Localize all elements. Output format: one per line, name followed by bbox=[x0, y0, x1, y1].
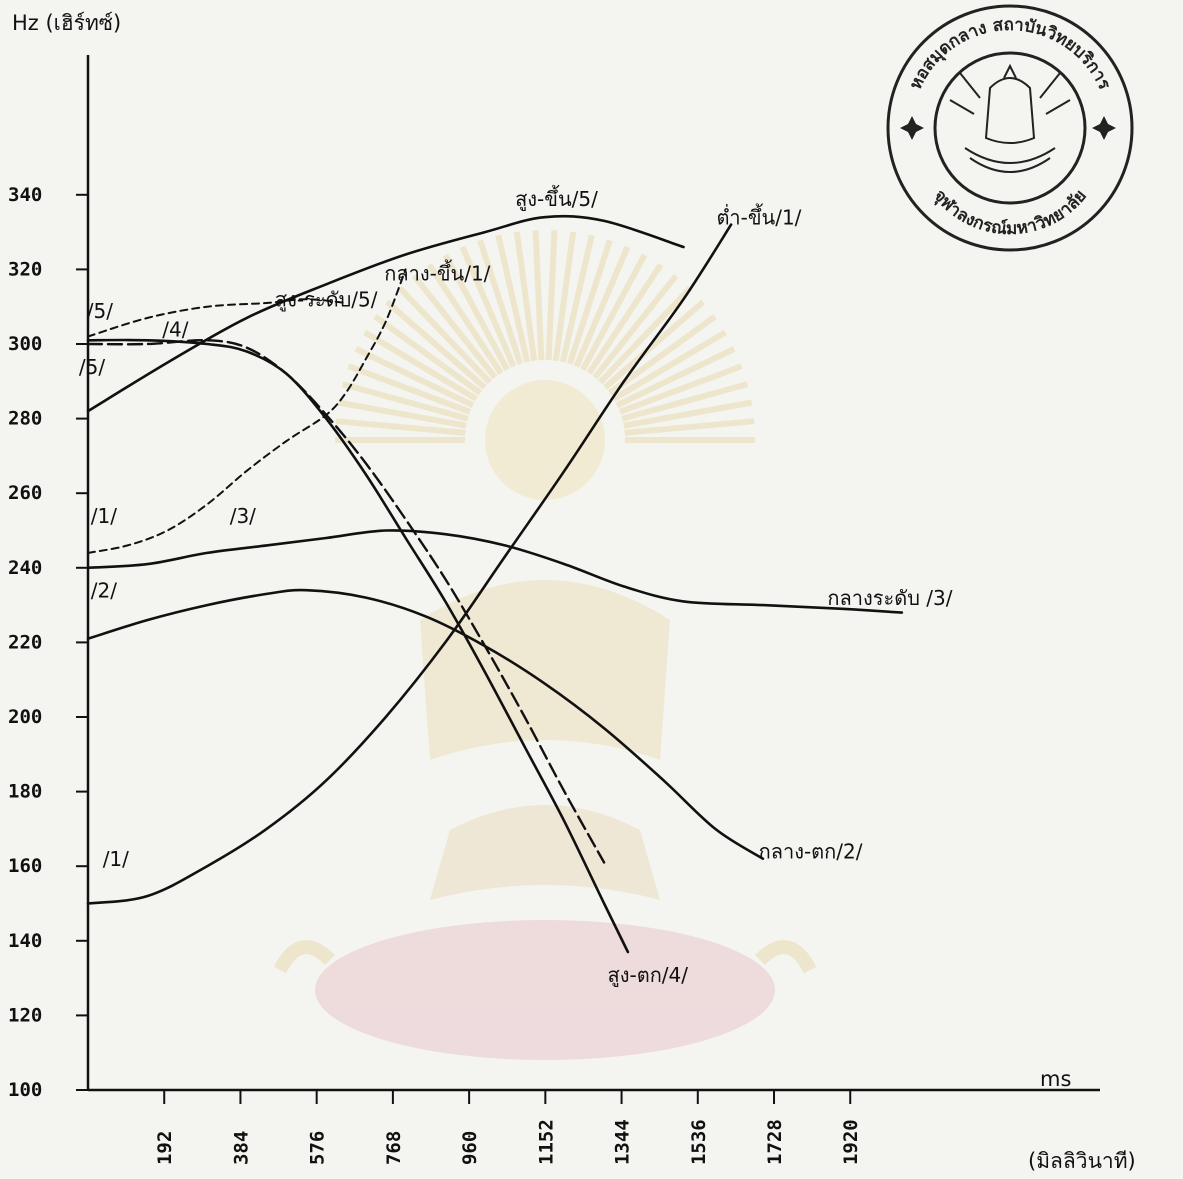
watermark-ray bbox=[623, 399, 753, 429]
watermark-ray bbox=[624, 418, 755, 436]
watermark-ray bbox=[615, 346, 736, 408]
watermark-ray bbox=[373, 314, 483, 396]
watermark-ray bbox=[545, 230, 558, 361]
series-annotation: สูง-ระดับ/5/ bbox=[275, 288, 378, 313]
watermark-ray bbox=[477, 239, 524, 365]
watermark-ray bbox=[459, 245, 517, 368]
series-annotation: กลาง-ขึ้น/1/ bbox=[384, 260, 490, 286]
series-annotation: /5/ bbox=[87, 299, 113, 323]
y-tick-label: 140 bbox=[8, 930, 42, 952]
watermark-ray bbox=[513, 231, 538, 362]
series-line bbox=[86, 588, 765, 860]
series-annotation: กลางระดับ /3/ bbox=[827, 586, 952, 610]
watermark-ray bbox=[442, 253, 510, 371]
y-tick-label: 220 bbox=[8, 631, 42, 653]
watermark-ray bbox=[354, 346, 475, 408]
watermark-ray bbox=[580, 253, 648, 371]
watermark-ray bbox=[607, 314, 717, 396]
university-seal: หอสมุดกลาง สถาบันวิทยบริการ จุฬาลงกรณ์มห… bbox=[886, 4, 1134, 252]
x-tick-label: 1920 bbox=[840, 1119, 862, 1165]
watermark-ray bbox=[341, 381, 469, 422]
series-line bbox=[86, 338, 630, 954]
watermark-ray bbox=[347, 363, 472, 415]
x-tick-label: 1152 bbox=[535, 1119, 557, 1165]
series-line bbox=[86, 223, 733, 905]
watermark-ray bbox=[566, 239, 613, 365]
x-tick-label: 960 bbox=[459, 1131, 481, 1165]
seal-text-bottom: จุฬาลงกรณ์มหาวิทยาลัย bbox=[929, 186, 1091, 239]
series-line bbox=[86, 339, 606, 864]
series-line bbox=[86, 214, 685, 413]
series-annotation: สูง-ขึ้น/5/ bbox=[515, 185, 598, 212]
x-tick-label: 768 bbox=[383, 1131, 405, 1165]
watermark-ray bbox=[384, 299, 487, 390]
y-tick-label: 300 bbox=[8, 333, 42, 355]
watermark-emblem bbox=[273, 230, 817, 1060]
series-annotation: ต่ำ-ขึ้น/1/ bbox=[716, 204, 801, 230]
watermark-ray bbox=[532, 230, 545, 361]
x-tick-label: 1536 bbox=[688, 1119, 710, 1165]
x-tick-label: 384 bbox=[230, 1131, 252, 1165]
y-tick-label: 160 bbox=[8, 855, 42, 877]
x-tick-label: 1728 bbox=[764, 1119, 786, 1165]
watermark-ray bbox=[495, 234, 531, 363]
watermark-ray bbox=[592, 273, 679, 380]
series-annotation: /4/ bbox=[162, 318, 188, 342]
series-annotation: กลาง-ตก/2/ bbox=[759, 840, 863, 864]
watermark-ray bbox=[337, 399, 467, 429]
x-tick-label: 1344 bbox=[612, 1119, 634, 1165]
series-curves bbox=[86, 214, 904, 954]
x-tick-label: 576 bbox=[307, 1131, 329, 1165]
watermark-ray bbox=[618, 363, 743, 415]
watermark-ray bbox=[397, 286, 492, 385]
y-tick-label: 100 bbox=[8, 1079, 42, 1101]
x-ticks: 192 384 576 768 960 1152 1344 1536 1728 1920 bbox=[154, 1090, 862, 1165]
y-tick-label: 320 bbox=[8, 258, 42, 280]
watermark-ray bbox=[426, 263, 504, 375]
seal-star-icon bbox=[900, 116, 1116, 140]
series-annotation: สูง-ตก/4/ bbox=[608, 963, 689, 988]
y-tick-label: 120 bbox=[8, 1004, 42, 1026]
series-line bbox=[87, 268, 407, 554]
watermark-ray bbox=[603, 299, 706, 390]
series-line bbox=[86, 529, 904, 614]
y-tick-label: 200 bbox=[8, 706, 42, 728]
x-tick-label: 192 bbox=[154, 1131, 176, 1165]
x-axis-unit-note: (มิลลิวินาที) bbox=[1028, 1149, 1136, 1173]
watermark-ray bbox=[559, 234, 595, 363]
series-annotation: /5/ bbox=[79, 355, 105, 379]
watermark-ray bbox=[598, 286, 693, 385]
watermark-ray bbox=[621, 381, 749, 422]
y-tick-label: 180 bbox=[8, 781, 42, 803]
series-annotation: /1/ bbox=[91, 504, 117, 528]
series-annotation: /2/ bbox=[91, 579, 117, 603]
watermark-ray bbox=[612, 329, 727, 402]
seal-emblem-icon bbox=[949, 63, 1071, 173]
watermark-ray bbox=[586, 263, 664, 375]
y-axis-label: Hz (เฮิร์ทซ์) bbox=[12, 11, 121, 35]
watermark-ray bbox=[411, 273, 498, 380]
watermark-ray bbox=[363, 329, 478, 402]
series-annotations: สูง-ขึ้น/5/ต่ำ-ขึ้น/1/กลาง-ขึ้น/1/สูง-ระ… bbox=[79, 185, 953, 988]
y-tick-label: 340 bbox=[8, 184, 42, 206]
series-annotation: /1/ bbox=[103, 847, 129, 871]
y-tick-label: 260 bbox=[8, 482, 42, 504]
y-tick-label: 240 bbox=[8, 557, 42, 579]
series-annotation: /3/ bbox=[230, 504, 256, 528]
watermark-ray bbox=[552, 231, 577, 362]
y-tick-label: 280 bbox=[8, 408, 42, 430]
x-axis-label: ms bbox=[1040, 1067, 1071, 1091]
watermark-ray bbox=[573, 245, 631, 368]
y-ticks: 100 120 140 160 180 200 220 240 260 280 300 320 340 bbox=[8, 184, 88, 1101]
watermark-ray bbox=[335, 418, 466, 436]
